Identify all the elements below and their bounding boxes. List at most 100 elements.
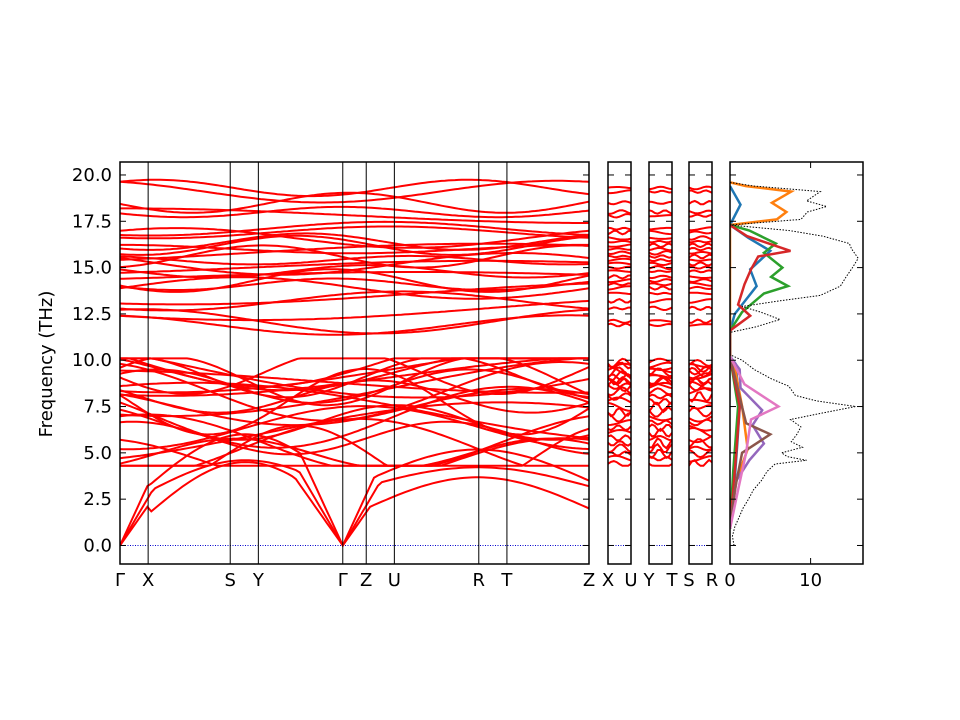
- optical-branch: [689, 189, 712, 194]
- optical-branch: [608, 236, 631, 241]
- optical-branch: [649, 427, 672, 438]
- optical-branch: [608, 186, 631, 190]
- optical-branch: [649, 415, 672, 422]
- optical-branch: [689, 235, 712, 241]
- optical-branch: [120, 277, 589, 291]
- optical-branch: [608, 209, 631, 215]
- optical-branch: [689, 226, 712, 232]
- optical-branch: [608, 306, 631, 311]
- optical-branch: [689, 246, 712, 252]
- optical-branch: [649, 282, 672, 287]
- optical-branch: [608, 257, 631, 262]
- band-lines: [649, 185, 672, 546]
- y-tick-label: 17.5: [72, 211, 112, 232]
- optical-branch: [120, 220, 589, 237]
- optical-branch: [608, 189, 631, 195]
- kpoint-label: Z: [360, 570, 372, 591]
- optical-branch: [608, 298, 631, 304]
- optical-branch: [649, 423, 672, 432]
- optical-branch: [608, 239, 631, 244]
- kpoint-label: Y: [643, 570, 656, 591]
- optical-branch: [689, 323, 712, 327]
- y-tick-label: 5.0: [83, 443, 112, 464]
- optical-branch: [649, 209, 672, 215]
- optical-branch: [649, 278, 672, 284]
- optical-branch: [608, 322, 631, 328]
- optical-branch: [649, 367, 672, 378]
- kpoint-label: R: [706, 570, 719, 591]
- optical-branch: [608, 380, 631, 393]
- optical-branch: [689, 261, 712, 267]
- optical-branch: [120, 205, 589, 219]
- acoustic-branch: [120, 459, 589, 548]
- band-lines: [120, 178, 589, 548]
- dos-panel: 0 10: [724, 161, 864, 591]
- projected-dos-line: [730, 355, 781, 530]
- optical-branch: [689, 435, 712, 444]
- optical-branch: [120, 207, 589, 224]
- optical-branch: [689, 406, 712, 418]
- optical-branch: [649, 242, 672, 249]
- optical-branch: [689, 199, 712, 206]
- optical-branch: [649, 442, 672, 454]
- y-tick-label: 10.0: [72, 350, 112, 371]
- optical-branch: [649, 419, 672, 426]
- optical-branch: [689, 242, 712, 249]
- optical-branch: [689, 209, 712, 215]
- optical-branch: [689, 377, 712, 387]
- optical-branch: [649, 305, 672, 312]
- optical-branch: [649, 322, 672, 328]
- kpoint-label: T: [666, 570, 679, 591]
- y-tick-label: 0.0: [83, 535, 112, 556]
- optical-branch: [608, 274, 631, 280]
- kpoint-label: Γ: [338, 570, 348, 591]
- optical-branch: [120, 264, 589, 279]
- optical-branch: [689, 455, 712, 463]
- optical-branch: [689, 391, 712, 403]
- optical-branch: [689, 298, 712, 304]
- optical-branch: [608, 419, 631, 426]
- optical-branch: [689, 418, 712, 427]
- optical-branch: [608, 285, 631, 291]
- optical-branch: [608, 424, 631, 432]
- optical-branch: [649, 254, 672, 259]
- optical-branch: [120, 227, 589, 249]
- panel-frame: [688, 161, 713, 565]
- optical-branch: [689, 424, 712, 432]
- optical-branch: [689, 448, 712, 459]
- optical-branch: [120, 254, 589, 266]
- optical-branch: [649, 200, 672, 205]
- panel-frame: [648, 161, 673, 565]
- optical-branch: [120, 259, 589, 274]
- projected-dos-line: [730, 223, 791, 529]
- optical-branch: [608, 226, 631, 231]
- kpoint-label: S: [224, 570, 235, 591]
- optical-branch: [689, 438, 712, 449]
- optical-branch: [649, 247, 672, 252]
- optical-branch: [608, 402, 631, 412]
- optical-branch: [649, 361, 672, 369]
- optical-branch: [689, 239, 712, 244]
- optical-branch: [689, 445, 712, 452]
- acoustic-branch: [120, 461, 589, 548]
- kpoint-label: S: [683, 570, 694, 591]
- optical-branch: [649, 261, 672, 267]
- y-tick-label: 12.5: [72, 304, 112, 325]
- optical-branch: [649, 376, 672, 387]
- optical-branch: [608, 428, 631, 435]
- band-panel-main: Γ X S Y Γ Z U R T Z0.02.55.07.510.012.515.017.520…: [72, 161, 595, 591]
- x-tick-label: 0: [724, 570, 735, 591]
- kpoint-label: U: [388, 570, 401, 591]
- optical-branch: [689, 381, 712, 392]
- band-lines: [608, 186, 631, 546]
- panel-frame: [607, 161, 632, 565]
- optical-branch: [608, 377, 631, 386]
- x-tick-label: 10: [799, 570, 822, 591]
- optical-branch: [608, 392, 631, 401]
- optical-branch: [608, 261, 631, 266]
- optical-branch: [608, 254, 631, 259]
- optical-branch: [689, 185, 712, 191]
- optical-branch: [689, 253, 712, 260]
